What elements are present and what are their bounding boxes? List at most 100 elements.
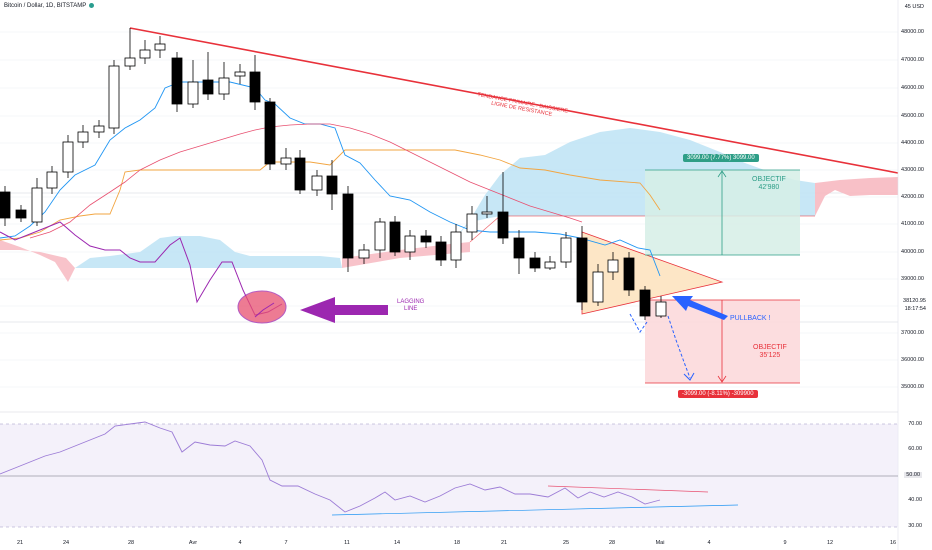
lagging-line-note[interactable]: LAGGING LINE	[397, 299, 424, 313]
time-tick: Avr	[188, 540, 198, 546]
candle-body	[639, 289, 651, 317]
time-tick: 7	[284, 540, 288, 546]
candle-body	[218, 77, 230, 95]
rsi-divergence-line	[547, 485, 709, 493]
candle-body	[497, 211, 509, 239]
candle-body	[576, 237, 588, 303]
ichimoku-cloud-bull	[75, 236, 342, 268]
candle-body	[108, 65, 120, 129]
time-tick: 21	[16, 540, 24, 546]
price-tick: 37000.00	[901, 330, 924, 336]
candle-body	[46, 171, 58, 189]
time-tick: 21	[500, 540, 508, 546]
candle-body	[202, 79, 214, 95]
ichimoku-cloud-bear-right	[815, 177, 898, 216]
time-tick: 25	[562, 540, 570, 546]
candle-body	[342, 193, 354, 259]
price-tick: 35000.00	[901, 384, 924, 390]
candle-body	[139, 49, 151, 59]
price-tick: 46000.00	[901, 85, 924, 91]
candle-body	[560, 237, 572, 263]
candle-body	[389, 221, 401, 253]
candle-body	[358, 249, 370, 259]
time-tick: 28	[127, 540, 135, 546]
candlestick-series	[0, 28, 667, 320]
time-tick: 4	[238, 540, 242, 546]
rsi-tick: 70.00	[908, 421, 922, 427]
candle-body	[420, 235, 432, 243]
candle-body	[544, 261, 556, 269]
time-tick: Mai	[655, 540, 665, 546]
symbol-title[interactable]: Bitcoin / Dollar, 1D, BITSTAMP	[4, 3, 95, 10]
candle-body	[280, 157, 292, 165]
objectif-down-note[interactable]: OBJECTIF 35'125	[753, 344, 787, 360]
ichimoku-cloud-bear-left	[0, 240, 75, 282]
candle-body	[31, 187, 43, 223]
rsi-band	[0, 424, 898, 527]
objectif-down-arrowhead	[717, 375, 727, 383]
candle-body	[623, 257, 635, 291]
candle-body	[481, 211, 493, 215]
candle-body	[249, 71, 261, 103]
status-dot-icon	[89, 3, 95, 8]
rsi-tick: 50.00	[904, 472, 922, 478]
projection-dashed-a	[629, 313, 648, 333]
candle-body	[77, 131, 89, 143]
candle-body	[154, 43, 166, 51]
candle-body	[466, 213, 478, 233]
rsi-line	[0, 421, 661, 513]
candle-body	[264, 101, 276, 165]
resistance-trendline	[129, 27, 899, 174]
rsi-tick: 30.00	[908, 523, 922, 529]
candle-body	[404, 235, 416, 253]
price-tick: 45000.00	[901, 113, 924, 119]
candle-body	[450, 231, 462, 261]
candle-body	[311, 175, 323, 191]
candle-body	[513, 237, 525, 259]
candle-body	[0, 191, 11, 219]
price-tick: 47000.00	[901, 57, 924, 63]
time-tick: 11	[344, 540, 350, 546]
objectif-down-zone	[645, 300, 800, 383]
candle-body	[592, 271, 604, 303]
price-tick: 48000.00	[901, 29, 924, 35]
symbol-label: Bitcoin / Dollar, 1D, BITSTAMP	[4, 3, 87, 10]
objectif-up-note[interactable]: OBJECTIF 42'980	[752, 176, 786, 192]
bar-countdown: 18:17:54	[904, 306, 926, 312]
projection-arrowhead	[683, 372, 695, 381]
lagging-label-2: LINE	[404, 306, 418, 312]
lagging-highlight-line	[254, 302, 275, 318]
rsi-support-line	[331, 504, 739, 516]
price-tick: 42000.00	[901, 194, 924, 200]
current-price: 38120.95	[903, 298, 926, 304]
price-tick: 43000.00	[901, 167, 924, 173]
measure-up-tag[interactable]: 3099.00 (7.77%) 3099.00	[683, 154, 759, 162]
price-tick: 39000.00	[901, 276, 924, 282]
currency-label: 45 USD	[904, 4, 924, 10]
objectif-down-value: 35'125	[759, 352, 781, 359]
candle-body	[529, 257, 541, 269]
candle-body	[93, 125, 105, 133]
objectif-up-arrowhead	[717, 170, 727, 178]
price-tick: 44000.00	[901, 140, 924, 146]
candle-body	[435, 241, 447, 261]
objectif-down-title: OBJECTIF	[753, 344, 787, 351]
objectif-up-title: OBJECTIF	[752, 176, 786, 183]
candle-body	[374, 221, 386, 251]
lagging-highlight-circle	[237, 290, 287, 324]
price-tick: 36000.00	[901, 357, 924, 363]
time-tick: 18	[453, 540, 461, 546]
time-tick: 9	[783, 540, 787, 546]
candle-body	[187, 81, 199, 105]
projection-dashed-b	[667, 315, 691, 379]
rsi-tick: 60.00	[908, 446, 922, 452]
time-tick: 24	[62, 540, 70, 546]
time-tick: 12	[826, 540, 834, 546]
candle-body	[171, 57, 183, 105]
candle-body	[15, 209, 27, 219]
candle-body	[62, 141, 74, 173]
pullback-label[interactable]: PULLBACK !	[730, 315, 771, 322]
time-tick: 14	[393, 540, 401, 546]
measure-down-tag[interactable]: -3099.00 (-8.11%) -309900	[678, 390, 758, 398]
